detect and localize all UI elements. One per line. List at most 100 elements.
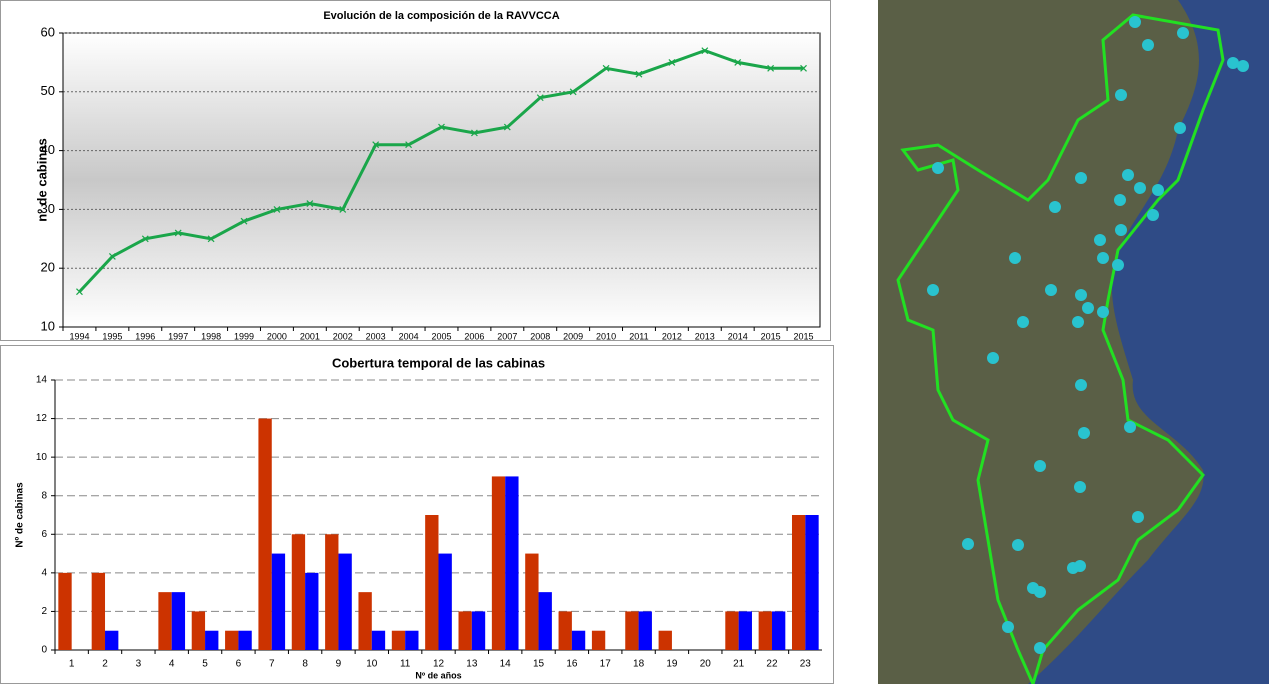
y-tick-label: 4: [41, 567, 47, 578]
x-tick-label: 2002: [333, 331, 353, 341]
point-marker: [306, 200, 314, 207]
x-tick-label: 2011: [629, 331, 648, 341]
bar: [425, 515, 439, 650]
bar: [91, 572, 106, 650]
bar: [325, 534, 339, 650]
x-tick-label: 2014: [728, 331, 748, 341]
bar: [758, 611, 772, 650]
y-tick-label: 2: [41, 606, 47, 617]
point-marker: [339, 205, 347, 213]
x-tick-label: 22: [766, 659, 778, 670]
x-tick-label: 18: [633, 659, 645, 670]
charts: Evolución de la composición de la RAVVCC…: [0, 0, 834, 684]
bar: [371, 630, 386, 650]
x-axis-label: Nº de años: [415, 670, 461, 680]
x-tick-label: 2015: [761, 331, 781, 341]
bar: [438, 553, 452, 650]
x-tick-label: 15: [533, 659, 545, 670]
point-marker: [108, 253, 116, 260]
bar: [505, 476, 519, 650]
x-tick-label: 2000: [267, 331, 287, 341]
x-tick-label: 17: [600, 659, 612, 670]
point-marker: [141, 235, 149, 243]
x-tick-label: 2005: [431, 331, 451, 341]
chart-title: Evolución de la composición de la RAVVCC…: [323, 10, 559, 22]
y-tick-label: 20: [41, 260, 55, 275]
x-tick-label: 2015: [794, 331, 814, 341]
bar: [391, 630, 406, 650]
x-tick-label: 1998: [201, 331, 221, 341]
y-tick-label: 6: [41, 529, 47, 540]
x-tick-label: 16: [566, 659, 578, 670]
x-tick-label: 1995: [102, 331, 122, 341]
bar: [158, 592, 172, 650]
x-tick-label: 1997: [168, 331, 188, 341]
x-tick-label: 9: [336, 659, 342, 670]
sea: [1028, 0, 1269, 684]
point-marker: [438, 123, 445, 131]
bar: [558, 611, 572, 650]
x-tick-label: 1994: [69, 331, 89, 341]
x-tick-label: 2012: [662, 331, 682, 341]
point-marker: [405, 141, 413, 149]
x-tick-label: 1996: [135, 331, 155, 341]
point-marker: [240, 217, 248, 225]
satellite-map: [878, 0, 1269, 684]
y-tick-label: 60: [41, 24, 55, 39]
x-tick-label: 1: [69, 659, 75, 670]
bar: [805, 515, 819, 650]
x-tick-label: 2009: [563, 331, 583, 341]
bar: [171, 592, 186, 650]
x-tick-label: 4: [169, 659, 175, 670]
x-tick-label: 3: [136, 659, 142, 670]
point-marker: [76, 288, 83, 296]
y-tick-label: 14: [36, 375, 48, 386]
y-tick-label: 30: [41, 201, 55, 216]
point-marker: [767, 64, 775, 72]
y-axis-label: Nº de cabinas: [15, 482, 26, 548]
point-marker: [174, 229, 182, 237]
bar: [291, 534, 306, 650]
x-tick-label: 2008: [530, 331, 550, 341]
point-marker: [701, 47, 709, 55]
point-marker: [536, 94, 544, 102]
point-marker: [372, 141, 380, 149]
bar: [305, 572, 319, 650]
x-tick-label: 2004: [399, 331, 419, 341]
y-tick-label: 10: [36, 452, 48, 463]
x-tick-label: 1999: [234, 331, 254, 341]
x-tick-label: 8: [302, 659, 308, 670]
point-marker: [503, 123, 511, 131]
x-tick-label: 2010: [596, 331, 616, 341]
bar: [225, 630, 239, 650]
point-marker: [470, 129, 478, 137]
bar: [625, 611, 639, 650]
region-outline: [896, 13, 1225, 684]
x-tick-label: 2001: [300, 331, 320, 341]
x-tick-label: 12: [433, 659, 445, 670]
x-tick-label: 11: [400, 659, 411, 670]
bar: [538, 592, 552, 650]
y-tick-label: 40: [41, 142, 55, 157]
bar: [638, 611, 652, 650]
bar: [358, 592, 372, 650]
station-dots: [927, 16, 1249, 654]
bar: [525, 553, 539, 650]
bar: [491, 476, 506, 650]
x-tick-label: 21: [733, 659, 745, 670]
chart-title: Cobertura temporal de las cabinas: [332, 355, 545, 370]
point-marker: [273, 205, 281, 213]
x-tick-label: 2013: [695, 331, 715, 341]
point-marker: [207, 235, 215, 243]
bar: [405, 630, 419, 650]
x-tick-label: 7: [269, 659, 275, 670]
x-tick-label: 6: [236, 659, 242, 670]
x-tick-label: 13: [466, 659, 478, 670]
bar: [458, 611, 472, 650]
x-tick-label: 5: [202, 659, 208, 670]
y-tick-label: 10: [41, 318, 55, 333]
x-tick-label: 14: [500, 659, 512, 670]
bar: [658, 630, 672, 650]
x-tick-label: 2007: [497, 331, 517, 341]
